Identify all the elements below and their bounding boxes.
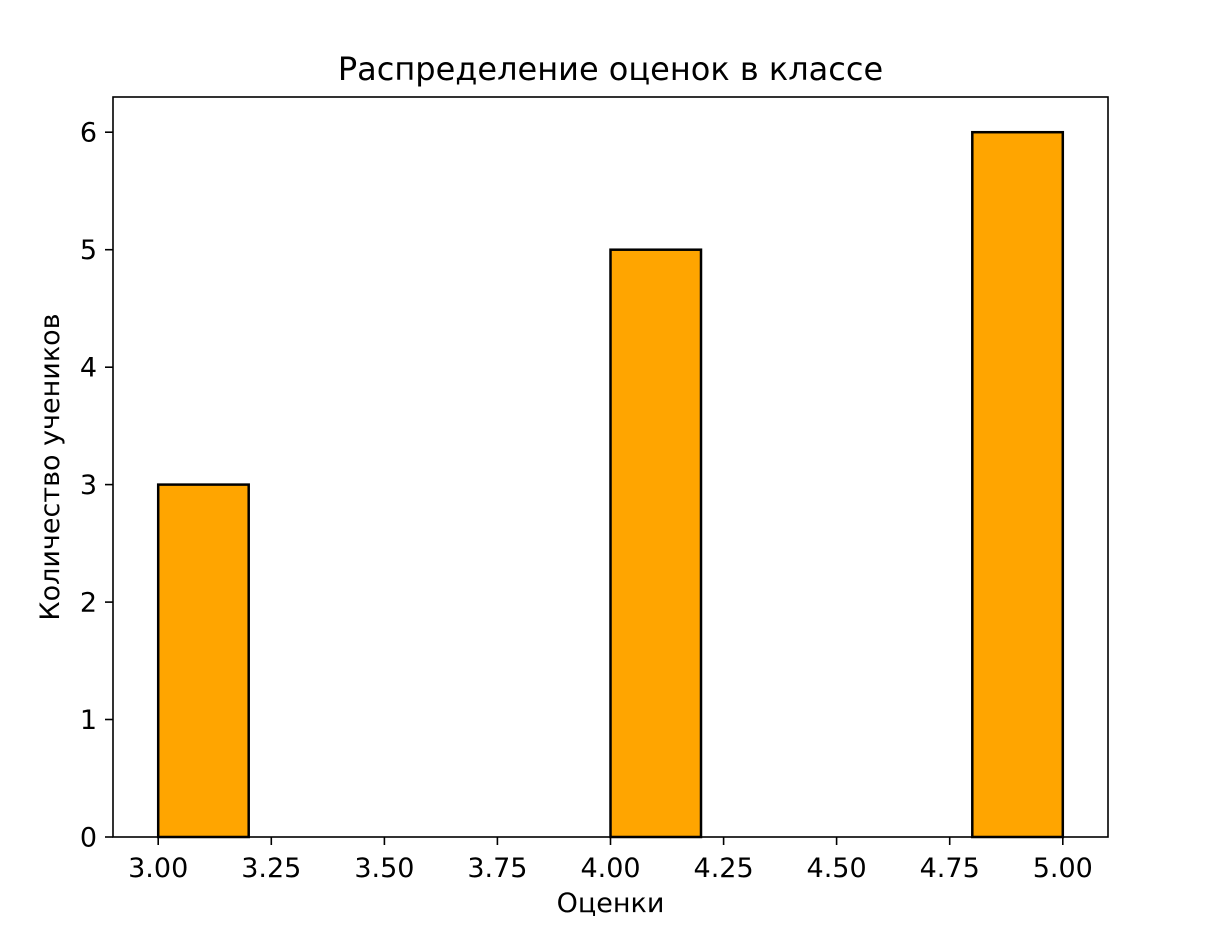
chart-title: Распределение оценок в классе xyxy=(337,50,884,88)
x-tick-label: 4.50 xyxy=(807,853,867,884)
x-tick-label: 3.25 xyxy=(241,853,301,884)
y-tick-label: 0 xyxy=(80,822,97,853)
x-tick-label: 4.75 xyxy=(920,853,980,884)
y-tick-label: 6 xyxy=(80,118,97,149)
x-tick-label: 4.25 xyxy=(694,853,754,884)
x-tick-label: 3.50 xyxy=(354,853,414,884)
histogram-bar xyxy=(609,248,703,839)
histogram-bar xyxy=(971,130,1065,839)
y-tick-label: 5 xyxy=(80,235,97,266)
histogram-bar xyxy=(156,483,250,839)
x-tick-label: 5.00 xyxy=(1033,853,1093,884)
y-tick-label: 3 xyxy=(80,470,97,501)
y-tick-label: 4 xyxy=(80,353,97,384)
x-axis-label: Оценки xyxy=(556,888,665,919)
y-tick-label: 1 xyxy=(80,705,97,736)
x-tick-label: 4.00 xyxy=(580,853,640,884)
x-tick-label: 3.00 xyxy=(128,853,188,884)
x-tick-label: 3.75 xyxy=(467,853,527,884)
y-tick-label: 2 xyxy=(80,588,97,619)
